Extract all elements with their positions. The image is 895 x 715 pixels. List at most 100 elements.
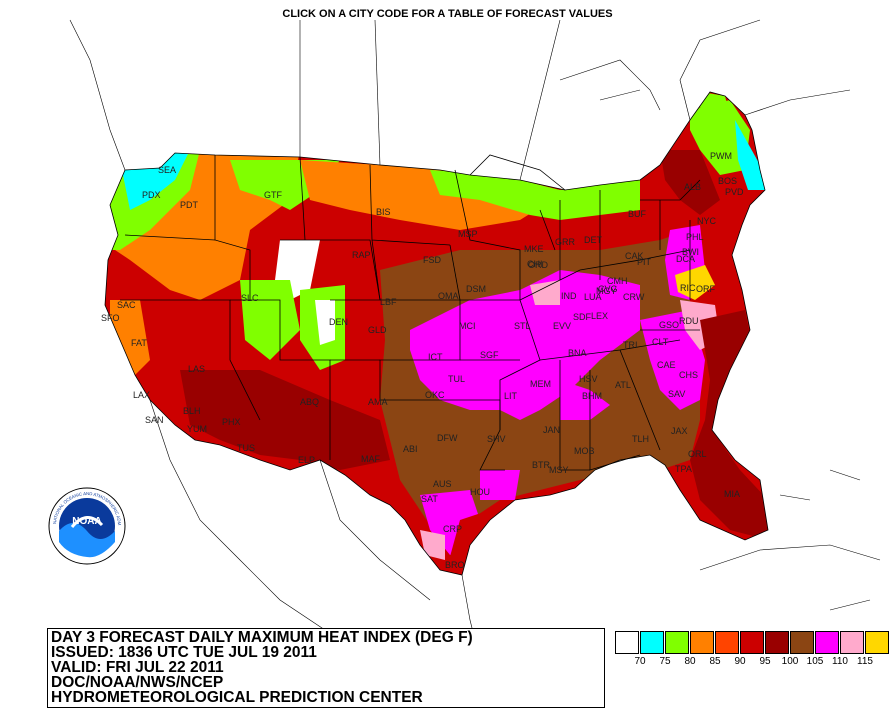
- city-code-msy[interactable]: MSY: [549, 465, 569, 475]
- city-code-btr[interactable]: BTR: [532, 460, 550, 470]
- legend-label: 80: [684, 656, 696, 667]
- city-code-rap[interactable]: RAP: [352, 250, 371, 260]
- city-code-slc[interactable]: SLC: [241, 293, 259, 303]
- city-code-fat[interactable]: FAT: [131, 338, 147, 348]
- city-code-blh[interactable]: BLH: [183, 406, 201, 416]
- city-code-cmh[interactable]: CMH: [607, 276, 628, 286]
- city-code-tul[interactable]: TUL: [448, 374, 466, 384]
- city-code-mob[interactable]: MOB: [574, 446, 595, 456]
- city-code-sav[interactable]: SAV: [668, 389, 686, 399]
- city-code-lax[interactable]: LAX: [133, 390, 151, 400]
- city-code-bro[interactable]: BRO: [445, 560, 465, 570]
- city-code-dsm[interactable]: DSM: [466, 284, 486, 294]
- city-code-nyc[interactable]: NYC: [697, 216, 717, 226]
- city-code-stl[interactable]: STL: [514, 321, 531, 331]
- city-code-buf[interactable]: BUF: [628, 209, 646, 219]
- city-code-lua[interactable]: LUA: [584, 292, 602, 302]
- city-code-aus[interactable]: AUS: [433, 479, 452, 489]
- city-code-sfo[interactable]: SFO: [101, 313, 120, 323]
- city-code-phl[interactable]: PHL: [686, 232, 704, 242]
- city-code-phx[interactable]: PHX: [222, 417, 241, 427]
- city-code-cak[interactable]: CAK: [625, 251, 644, 261]
- city-code-det[interactable]: DET: [584, 235, 602, 245]
- city-code-hsv[interactable]: HSV: [579, 374, 598, 384]
- city-code-ric[interactable]: RIC: [680, 283, 696, 293]
- city-code-sdf[interactable]: SDF: [573, 312, 591, 322]
- legend-swatches: [615, 631, 890, 654]
- city-code-okc[interactable]: OKC: [425, 390, 445, 400]
- city-code-lex[interactable]: LEX: [591, 311, 609, 321]
- city-code-hou[interactable]: HOU: [470, 487, 490, 497]
- city-code-maf[interactable]: MAF: [361, 454, 380, 464]
- city-code-gld[interactable]: GLD: [368, 325, 387, 335]
- city-code-lit[interactable]: LIT: [504, 391, 518, 401]
- city-code-orl[interactable]: ORL: [688, 449, 707, 459]
- city-code-gso[interactable]: GSO: [659, 320, 680, 330]
- city-code-bwi[interactable]: BWI: [682, 247, 699, 257]
- city-code-ord[interactable]: ORD: [528, 260, 548, 270]
- city-code-shv[interactable]: SHV: [487, 434, 506, 444]
- city-code-dca[interactable]: DCA: [676, 254, 696, 264]
- city-code-sac[interactable]: SAC: [117, 300, 136, 310]
- city-code-pvd[interactable]: PVD: [725, 187, 744, 197]
- city-code-cae[interactable]: CAE: [657, 360, 676, 370]
- city-code-chs[interactable]: CHS: [679, 370, 699, 380]
- city-code-oma[interactable]: OMA: [438, 291, 459, 301]
- city-code-fsd[interactable]: FSD: [423, 255, 441, 265]
- city-code-mci[interactable]: MCI: [459, 321, 476, 331]
- city-code-den[interactable]: DEN: [329, 317, 349, 327]
- city-code-evv[interactable]: EVV: [553, 321, 572, 331]
- city-code-bna[interactable]: BNA: [568, 348, 587, 358]
- city-code-bos[interactable]: BOS: [718, 176, 738, 186]
- city-code-las[interactable]: LAS: [188, 364, 206, 374]
- city-code-ind[interactable]: IND: [561, 291, 577, 301]
- legend-label: 110: [832, 656, 848, 667]
- city-code-yum[interactable]: YUM: [187, 424, 207, 434]
- borders: [104, 91, 769, 576]
- city-code-ama[interactable]: AMA: [368, 397, 388, 407]
- city-code-pdt[interactable]: PDT: [180, 200, 198, 210]
- city-code-mia[interactable]: MIA: [724, 489, 741, 499]
- city-code-sgf[interactable]: SGF: [480, 350, 499, 360]
- legend-swatch: [740, 631, 764, 654]
- city-code-crw[interactable]: CRW: [623, 292, 645, 302]
- city-code-tpa[interactable]: TPA: [675, 464, 692, 474]
- city-code-bis[interactable]: BIS: [376, 207, 391, 217]
- legend-swatch: [665, 631, 689, 654]
- city-code-mem[interactable]: MEM: [530, 379, 551, 389]
- city-code-jax[interactable]: JAX: [671, 426, 688, 436]
- city-code-mgy[interactable]: MGY: [596, 286, 617, 296]
- city-code-chi[interactable]: CHI: [527, 259, 543, 269]
- map-title: DAY 3 FORECAST DAILY MAXIMUM HEAT INDEX …: [51, 629, 473, 646]
- city-code-gtf[interactable]: GTF: [264, 190, 282, 200]
- legend-label: 115: [857, 656, 873, 667]
- city-code-atl[interactable]: ATL: [615, 380, 631, 390]
- city-code-sea[interactable]: SEA: [158, 165, 177, 175]
- legend-labels: 70 75 80 85 90 95 100 105 110 115: [615, 656, 890, 670]
- city-code-cvg[interactable]: CVG: [598, 284, 618, 294]
- city-code-ict[interactable]: ICT: [428, 352, 443, 362]
- city-code-rdu[interactable]: RDU: [679, 316, 699, 326]
- city-code-san[interactable]: SAN: [145, 415, 164, 425]
- city-code-crp[interactable]: CRP: [443, 524, 463, 534]
- city-code-tus[interactable]: TUS: [237, 443, 255, 453]
- city-code-clt[interactable]: CLT: [652, 337, 669, 347]
- city-code-orf[interactable]: ORF: [696, 284, 715, 294]
- city-code-bhm[interactable]: BHM: [582, 391, 602, 401]
- city-code-pwm[interactable]: PWM: [710, 151, 732, 161]
- city-code-alb[interactable]: ALB: [684, 182, 702, 192]
- city-code-grr[interactable]: GRR: [555, 237, 575, 247]
- city-code-sat[interactable]: SAT: [421, 494, 438, 504]
- city-code-pdx[interactable]: PDX: [142, 190, 161, 200]
- city-code-elp[interactable]: ELP: [298, 455, 316, 465]
- city-code-mke[interactable]: MKE: [524, 244, 544, 254]
- city-code-lbf[interactable]: LBF: [380, 297, 397, 307]
- city-code-abq[interactable]: ABQ: [300, 397, 320, 407]
- city-code-pit[interactable]: PIT: [637, 257, 652, 267]
- city-code-tlh[interactable]: TLH: [632, 434, 650, 444]
- city-code-tri[interactable]: TRI: [623, 340, 638, 350]
- city-code-jan[interactable]: JAN: [543, 425, 561, 435]
- city-code-dfw[interactable]: DFW: [437, 433, 458, 443]
- city-code-abi[interactable]: ABI: [403, 444, 418, 454]
- city-code-msp[interactable]: MSP: [458, 229, 478, 239]
